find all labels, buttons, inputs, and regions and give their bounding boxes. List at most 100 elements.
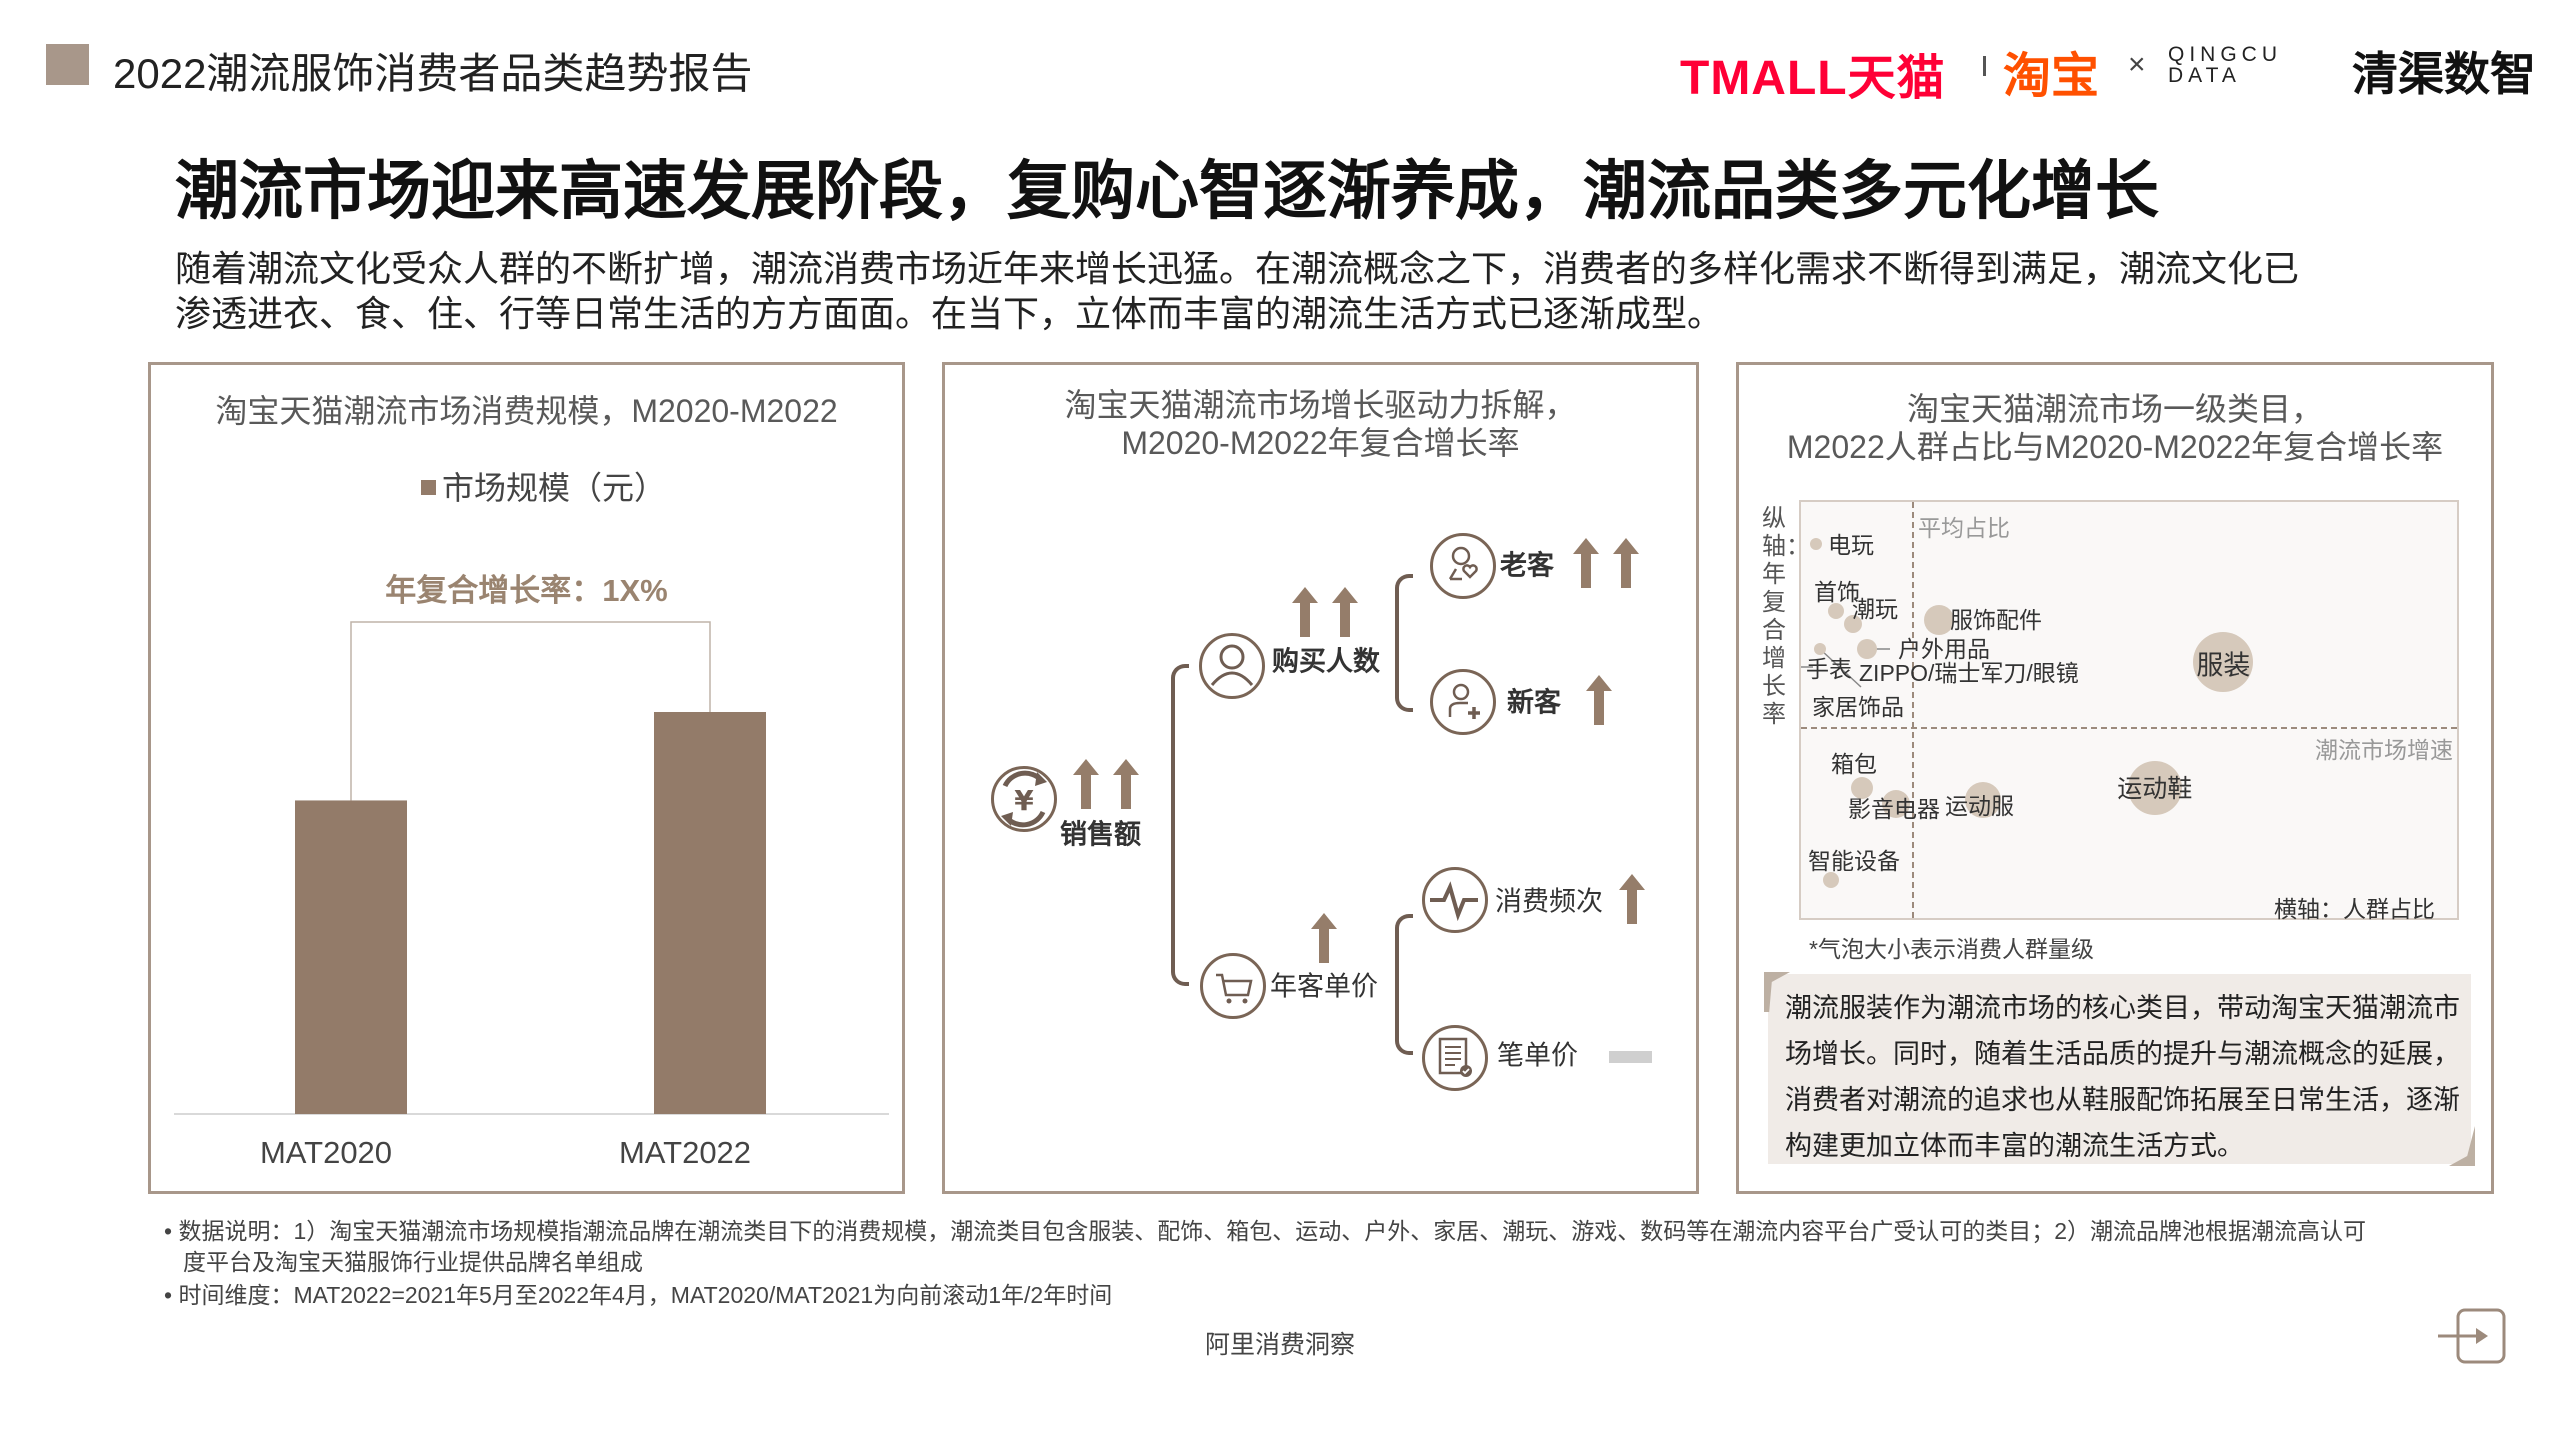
bubble-label: 手表 xyxy=(1806,656,1852,682)
pulse-icon xyxy=(1430,881,1478,922)
category-title-1: 淘宝天猫潮流市场一级类目， xyxy=(1906,391,2323,427)
x-axis-label: 横轴：人群占比 xyxy=(2274,896,2435,922)
legend-swatch xyxy=(421,480,436,495)
frequency-node xyxy=(1422,867,1488,933)
cagr-label: 年复合增长率：1X% xyxy=(385,573,668,608)
bubble-label: 首饰 xyxy=(1814,579,1860,605)
market-growth-line xyxy=(1801,727,2457,729)
frequency-label: 消费频次 xyxy=(1495,886,1603,917)
header-square xyxy=(46,44,89,85)
category-title-2: M2022人群占比与M2020-M2022年复合增长率 xyxy=(1786,429,2444,465)
up-arrow-icon xyxy=(1619,874,1645,924)
order-price-node xyxy=(1422,1025,1488,1091)
note-line-1: 潮流服装作为潮流市场的核心类目，带动淘宝天猫潮流市 xyxy=(1785,993,2460,1023)
y-axis-label: 纵轴：年复合增长率 xyxy=(1762,505,1810,728)
bubble-智能设备 xyxy=(1822,872,1839,888)
driver-title-1: 淘宝天猫潮流市场增长驱动力拆解， xyxy=(1064,387,1577,423)
cagr-bracket xyxy=(350,621,711,801)
order-price-label: 笔单价 xyxy=(1497,1040,1578,1071)
note-line-2: 场增长。同时，随着生活品质的提升与潮流概念的延展， xyxy=(1785,1039,2460,1069)
x-label-mat2022: MAT2022 xyxy=(618,1135,752,1170)
up-arrow-icon xyxy=(1332,587,1358,637)
headline: 潮流市场迎来高速发展阶段，复购心智逐渐养成，潮流品类多元化增长 xyxy=(175,155,2159,227)
qingqu-en-line2: DATA xyxy=(2168,64,2241,87)
driver-panel: 淘宝天猫潮流市场增长驱动力拆解， M2020-M2022年复合增长率 xyxy=(942,362,1699,1194)
avg-share-line xyxy=(1912,502,1914,918)
market-size-title: 淘宝天猫潮流市场消费规模，M2020-M2022 xyxy=(215,393,838,429)
footnote-2: • 时间维度：MAT2022=2021年5月至2022年4月，MAT2020/M… xyxy=(164,1282,1113,1308)
bubble-手表 xyxy=(1814,643,1827,655)
up-arrow-icon xyxy=(1292,587,1318,637)
user-heart-icon xyxy=(1448,546,1478,581)
logo-divider xyxy=(1983,56,1986,76)
up-arrow-icon xyxy=(1113,759,1139,809)
bubble-label: 运动服 xyxy=(1945,793,2014,819)
up-arrow-icon xyxy=(1073,759,1099,809)
legend-label: 市场规模（元） xyxy=(442,470,667,506)
old-customer-node xyxy=(1430,533,1496,599)
times-sign: × xyxy=(2128,48,2146,81)
unit-price-label: 年客单价 xyxy=(1270,971,1378,1002)
user-icon xyxy=(1210,644,1254,686)
up-arrow-icon xyxy=(1311,913,1337,963)
bubble-label: 运动鞋 xyxy=(2117,775,2193,803)
bubble-label: ZIPPO/瑞士军刀/眼镜 xyxy=(1859,660,2079,686)
flat-indicator xyxy=(1609,1051,1652,1063)
avg-share-label: 平均占比 xyxy=(1918,515,2010,541)
buyers-node xyxy=(1199,633,1265,699)
next-page-icon[interactable] xyxy=(2436,1308,2508,1364)
footnote-1-cont: 度平台及淘宝天猫服饰行业提供品牌名单组成 xyxy=(183,1249,643,1275)
qingqu-cn-logo: 清渠数智 xyxy=(2352,48,2536,100)
bubble-label: 服装 xyxy=(2196,650,2251,681)
unit-price-node xyxy=(1200,953,1266,1019)
new-customer-label: 新客 xyxy=(1507,687,1561,718)
bubble-plot: 平均占比 潮流市场增速 横轴：人群占比 电玩 首饰 潮玩 服饰配件 户外用品 手表 ZIPP… xyxy=(1799,500,2459,922)
cart-icon xyxy=(1216,973,1253,1004)
category-panel: 淘宝天猫潮流市场一级类目， M2022人群占比与M2020-M2022年复合增长… xyxy=(1736,362,2494,1194)
bubble-箱包 xyxy=(1850,776,1873,799)
buyers-bracket xyxy=(1395,574,1413,712)
yuan-cycle-icon: ¥ xyxy=(1001,770,1047,828)
bubble-运动服 xyxy=(1965,782,2002,819)
taobao-logo: 淘宝 xyxy=(2003,50,2100,103)
leader-watch xyxy=(1820,649,1862,688)
intro-line-1: 随着潮流文化受众人群的不断扩增，潮流消费市场近年来增长迅猛。在潮流概念之下，消费… xyxy=(175,248,2300,289)
bubble-首饰 xyxy=(1827,603,1844,620)
sales-node: ¥ xyxy=(991,766,1057,832)
tmall-logo: TMALL天猫 xyxy=(1680,52,1946,105)
bar-MAT2020 xyxy=(295,800,407,1114)
bubble-label: 服饰配件 xyxy=(1950,607,2042,633)
bubble-label: 潮玩 xyxy=(1852,596,1898,622)
old-customer-label: 老客 xyxy=(1500,550,1554,581)
bubble-运动鞋 xyxy=(2127,760,2182,815)
note-line-3: 消费者对潮流的追求也从鞋服配饰拓展至日常生活，逐渐 xyxy=(1785,1085,2460,1115)
bubble-label: 影音电器 xyxy=(1848,796,1940,822)
bar-chart xyxy=(174,621,889,1115)
intro-line-2: 渗透进衣、食、住、行等日常生活的方方面面。在当下，立体而丰富的潮流生活方式已逐渐… xyxy=(175,293,1724,334)
svg-text:¥: ¥ xyxy=(1014,784,1034,817)
qingqu-en-line1: QINGCU xyxy=(2168,43,2282,66)
main-bracket xyxy=(1171,664,1189,986)
bubble-服装 xyxy=(2193,631,2254,692)
up-arrow-icon xyxy=(1613,538,1639,588)
user-plus-icon xyxy=(1448,683,1480,719)
receipt-icon xyxy=(1438,1037,1472,1077)
up-arrow-icon xyxy=(1586,675,1612,725)
new-customer-node xyxy=(1430,669,1496,735)
bar-MAT2022 xyxy=(654,712,766,1114)
legend: 市场规模（元） xyxy=(421,463,666,509)
footer-source: 阿里消费洞察 xyxy=(1205,1331,1356,1359)
bubble-label: 家居饰品 xyxy=(1812,694,1904,720)
bubble-服饰配件 xyxy=(1923,604,1954,635)
report-title: 2022潮流服饰消费者品类趋势报告 xyxy=(113,50,753,97)
bubble-影音电器 xyxy=(1882,790,1911,819)
footnote-1-text: 数据说明：1）淘宝天猫潮流市场规模指潮流品牌在潮流类目下的消费规模，潮流类目包含… xyxy=(178,1218,2367,1244)
footnote-2-text: 时间维度：MAT2022=2021年5月至2022年4月，MAT2020/MAT… xyxy=(178,1282,1113,1308)
bubble-label: 箱包 xyxy=(1831,751,1877,777)
bubble-label: 电玩 xyxy=(1828,532,1874,558)
buyers-label: 购买人数 xyxy=(1272,646,1380,677)
note-line-4: 构建更加立体而丰富的潮流生活方式。 xyxy=(1785,1131,2244,1161)
bubble-户外用品 xyxy=(1857,639,1877,659)
market-growth-label: 潮流市场增速 xyxy=(2315,737,2453,763)
bubble-note: *气泡大小表示消费人群量级 xyxy=(1809,936,2094,962)
